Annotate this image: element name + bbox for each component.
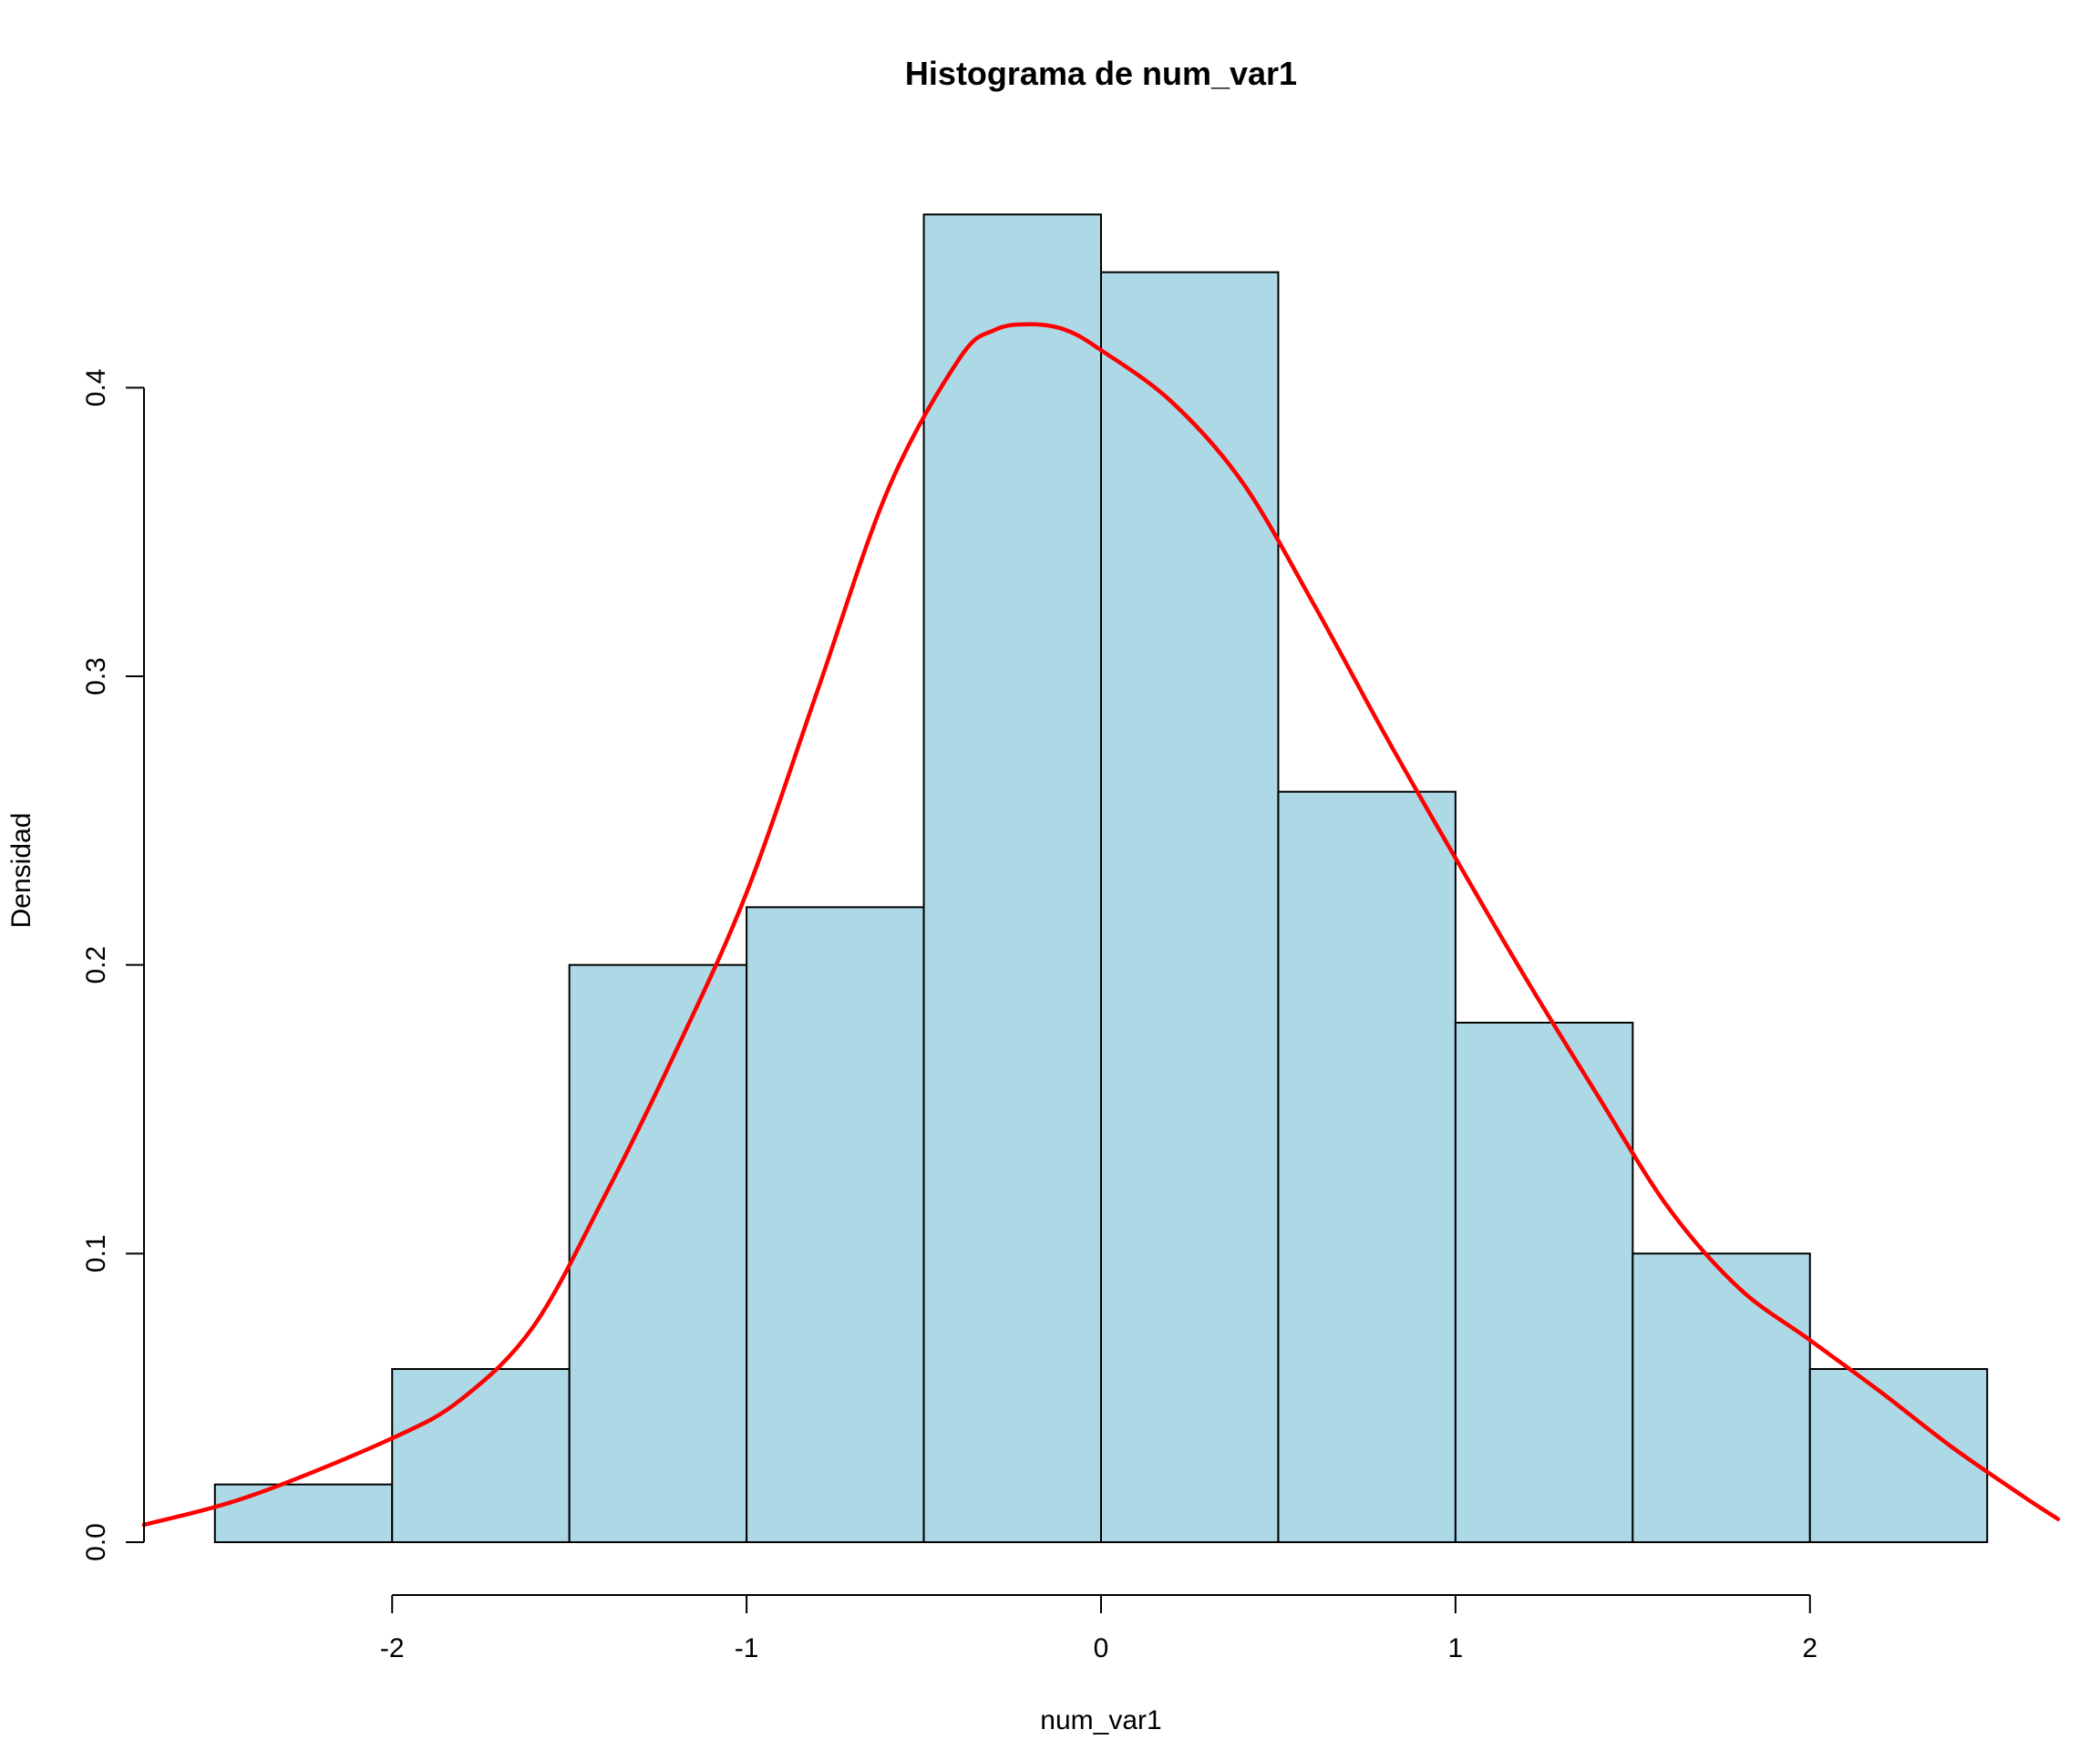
x-axis-title: num_var1 [1040,1705,1161,1735]
histogram-bars [213,213,1989,1544]
histogram-bar-6 [1100,271,1280,1544]
x-tick-label: 2 [1802,1633,1817,1663]
y-axis-title: Densidad [6,813,36,929]
histogram-bar-5 [922,213,1102,1543]
density-curve [141,322,2061,1528]
x-tick-label: 0 [1094,1633,1109,1663]
histogram-bar-9 [1632,1252,1811,1544]
x-tick-label: -1 [735,1633,759,1663]
histogram-bar-2 [391,1368,571,1543]
x-tick-label: 1 [1448,1633,1464,1663]
histogram-bar-3 [568,963,748,1543]
x-tick-label: -2 [380,1633,405,1663]
y-tick-label: 0.0 [81,1523,111,1561]
histogram-bar-8 [1454,1022,1634,1543]
histogram-bar-1 [213,1483,394,1543]
y-tick-label: 0.4 [81,368,111,407]
chart-title: Histograma de num_var1 [905,55,1297,92]
histogram-bar-7 [1277,790,1457,1543]
y-tick-label: 0.2 [81,946,111,984]
y-tick-label: 0.1 [81,1234,111,1272]
y-tick-label: 0.3 [81,657,111,695]
histogram-bar-4 [746,906,925,1543]
x-axis: -2 -1 0 1 2 [380,1594,1817,1663]
y-axis: 0.0 0.1 0.2 0.3 0.4 [81,368,145,1561]
histogram-bar-10 [1808,1368,1989,1543]
